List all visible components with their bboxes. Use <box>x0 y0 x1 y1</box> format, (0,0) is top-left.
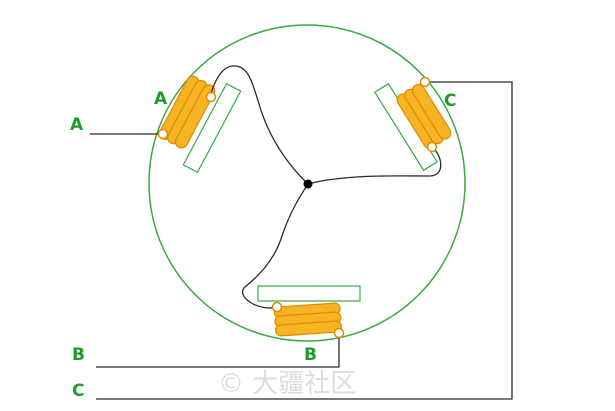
coil-c-end-terminal <box>426 141 438 153</box>
wire-coil-a-to-neutral <box>209 65 309 185</box>
coil-a-label: A <box>154 89 168 109</box>
coil-b-label: B <box>304 345 317 365</box>
wire-coil-b-to-neutral <box>242 183 309 309</box>
coil-c-start-terminal <box>419 76 431 88</box>
wire-coil-c-to-neutral <box>307 146 442 185</box>
terminal-c-label: C <box>72 381 84 401</box>
coil-c-label: C <box>444 91 456 111</box>
neutral-point <box>303 179 313 189</box>
terminal-line-b <box>96 336 340 368</box>
pole-core-b <box>257 285 361 302</box>
coil-winding-b <box>273 302 343 337</box>
coil-a-end-terminal <box>205 91 217 103</box>
stator-circle <box>148 24 466 342</box>
coil-b-end-terminal <box>271 301 283 313</box>
coil-winding-c <box>396 83 452 150</box>
terminal-line-c <box>96 81 513 400</box>
coil-winding-a <box>159 75 216 149</box>
terminal-a-label: A <box>70 115 84 135</box>
coil-a-start-terminal <box>157 128 169 140</box>
terminal-b-label: B <box>72 345 85 365</box>
coil-b-start-terminal <box>333 327 345 339</box>
watermark-text: © 大疆社区 <box>218 369 356 399</box>
pole-core-a <box>182 82 242 174</box>
